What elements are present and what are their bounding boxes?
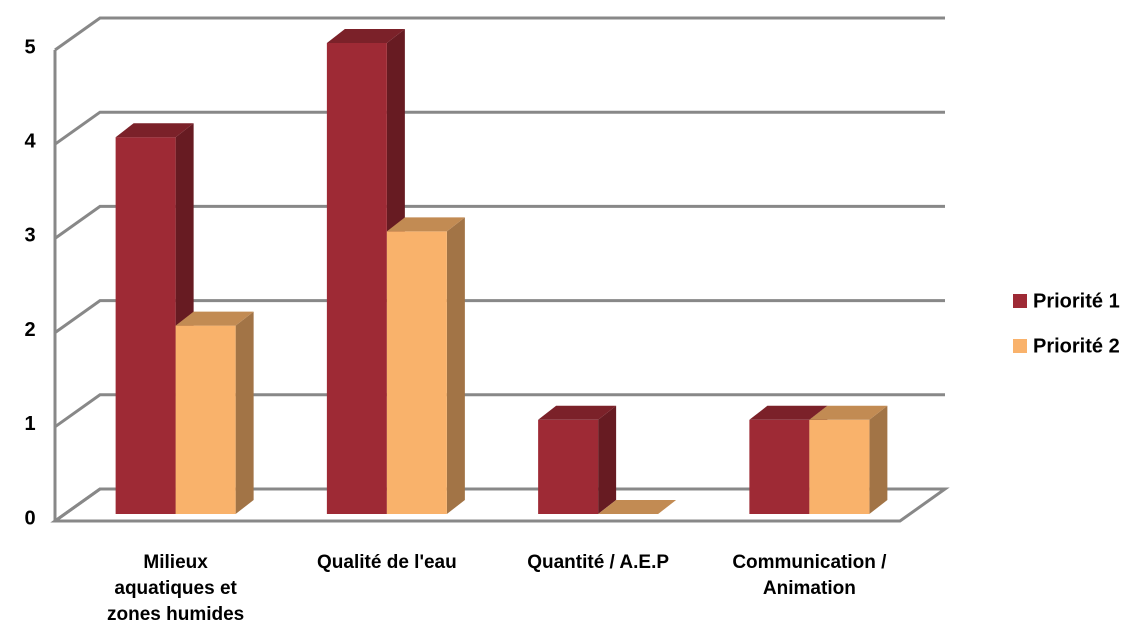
- bar-top: [386, 217, 465, 232]
- grid-line: [54, 299, 945, 334]
- bar: [809, 419, 870, 514]
- bar-top: [115, 123, 194, 138]
- grid-line: [54, 487, 945, 523]
- bar: [538, 419, 599, 514]
- bar-top: [175, 311, 254, 326]
- x-tick-label: Milieux aquatiques et zones humides: [107, 552, 245, 625]
- y-tick-label: 2: [24, 319, 35, 341]
- x-tick-label: Communication / Animation: [732, 552, 887, 599]
- bar: [115, 137, 176, 514]
- y-tick-label: 0: [24, 507, 35, 529]
- bar: [175, 325, 236, 514]
- bar-side: [598, 405, 617, 514]
- x-tick-label: Qualité de l'eau: [317, 552, 457, 573]
- bar-top: [749, 405, 828, 420]
- bar-side: [869, 405, 888, 514]
- y-tick-label: 4: [24, 130, 36, 152]
- y-tick-label: 3: [24, 225, 35, 247]
- bar-top: [809, 405, 888, 420]
- legend-label: Priorité 2: [1033, 335, 1120, 357]
- grid-line: [54, 204, 945, 240]
- bar-side: [235, 311, 254, 514]
- bar: [326, 43, 387, 514]
- legend-swatch: [1013, 294, 1027, 308]
- legend-swatch: [1013, 339, 1027, 353]
- x-tick-label: Quantité / A.E.P: [527, 552, 670, 573]
- bar-side: [446, 217, 465, 514]
- bar-top: [538, 405, 617, 420]
- grid-line: [54, 393, 945, 429]
- bar: [386, 231, 447, 514]
- bar-top: [598, 500, 677, 514]
- bar: [749, 419, 810, 514]
- y-tick-label: 5: [24, 36, 35, 58]
- grid-line: [54, 16, 945, 52]
- bar-top: [326, 29, 405, 43]
- legend-label: Priorité 1: [1033, 290, 1120, 312]
- grid-line: [54, 110, 945, 146]
- y-tick-label: 1: [24, 413, 35, 435]
